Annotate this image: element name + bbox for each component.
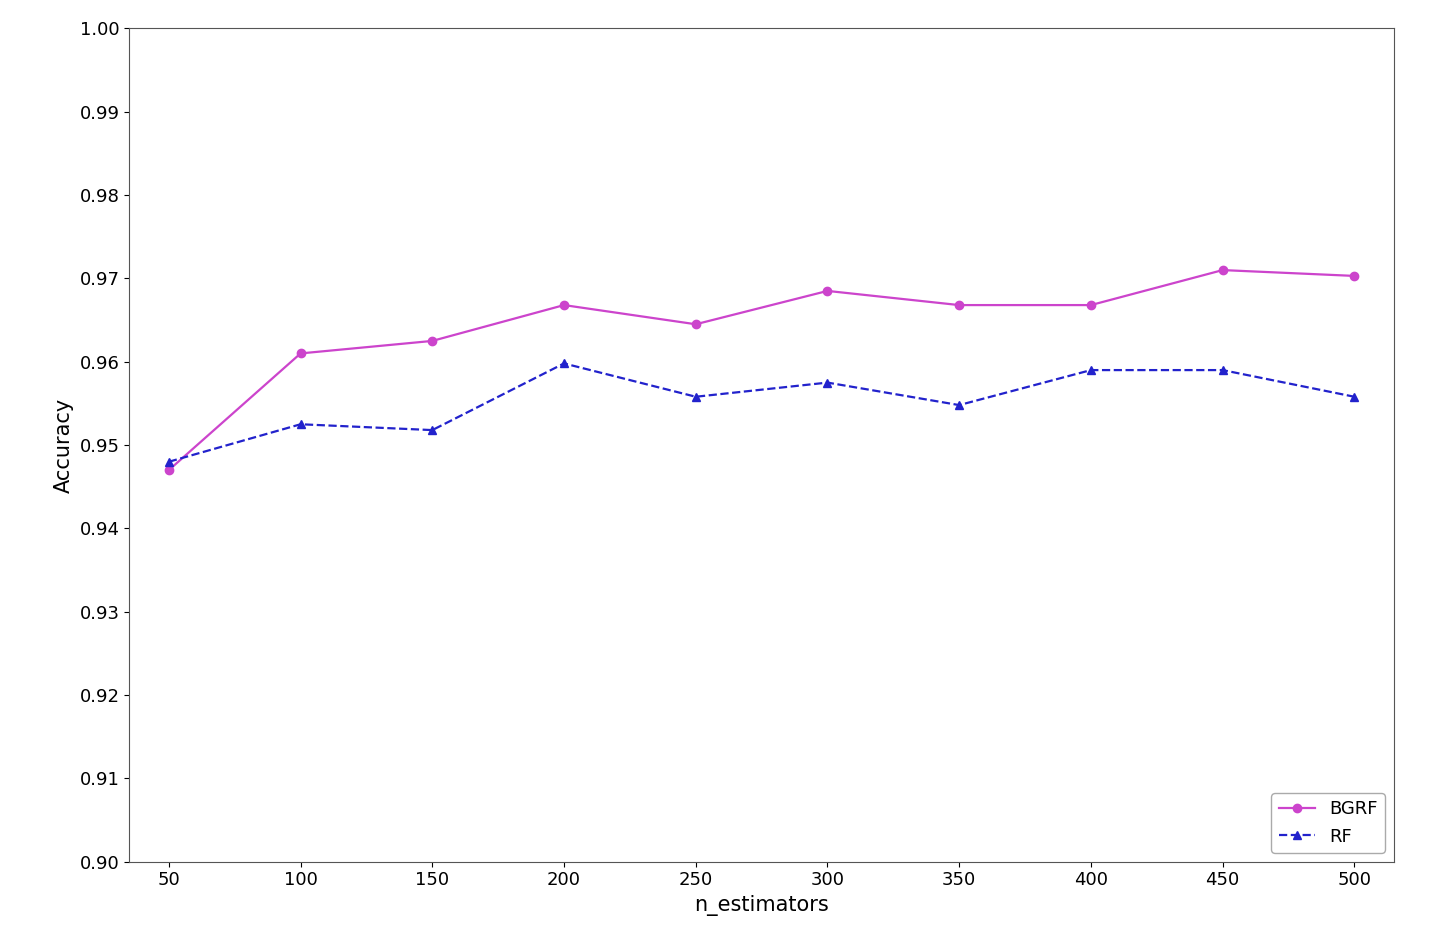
RF xyxy=(292,419,309,430)
RF xyxy=(951,400,969,411)
RF xyxy=(1345,391,1362,402)
BGRF xyxy=(819,285,836,296)
Y-axis label: Accuracy: Accuracy xyxy=(55,398,75,492)
RF xyxy=(687,391,704,402)
BGRF xyxy=(1345,270,1362,281)
BGRF xyxy=(1214,264,1232,276)
BGRF xyxy=(951,299,969,311)
Line: BGRF: BGRF xyxy=(165,266,1358,474)
X-axis label: n_estimators: n_estimators xyxy=(694,895,829,916)
BGRF xyxy=(292,348,309,359)
BGRF xyxy=(424,335,441,347)
RF xyxy=(424,424,441,436)
RF xyxy=(555,358,572,369)
RF xyxy=(1082,365,1099,376)
Line: RF: RF xyxy=(165,359,1358,466)
BGRF xyxy=(160,464,177,475)
RF xyxy=(1214,365,1232,376)
Legend: BGRF, RF: BGRF, RF xyxy=(1272,794,1385,852)
RF xyxy=(160,456,177,468)
RF xyxy=(819,377,836,388)
BGRF xyxy=(555,299,572,311)
BGRF xyxy=(687,318,704,330)
BGRF xyxy=(1082,299,1099,311)
